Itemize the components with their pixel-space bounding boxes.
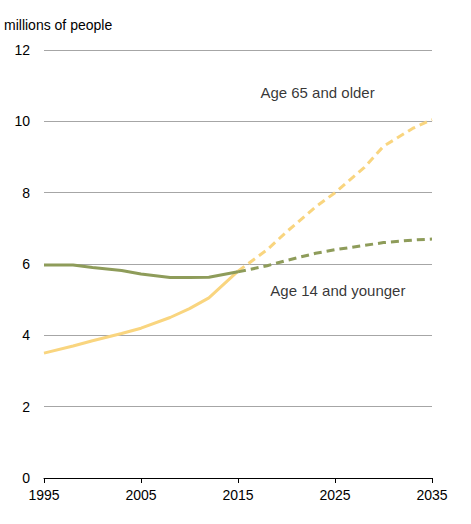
svg-text:2015: 2015	[222, 487, 253, 503]
svg-text:2: 2	[22, 399, 30, 415]
svg-text:8: 8	[22, 185, 30, 201]
svg-text:millions of people: millions of people	[4, 17, 112, 33]
svg-text:1995: 1995	[28, 487, 59, 503]
svg-text:2035: 2035	[416, 487, 447, 503]
svg-text:10: 10	[14, 113, 30, 129]
svg-text:2025: 2025	[319, 487, 350, 503]
svg-text:12: 12	[14, 42, 30, 58]
svg-text:4: 4	[22, 327, 30, 343]
svg-text:2005: 2005	[125, 487, 156, 503]
svg-text:6: 6	[22, 256, 30, 272]
svg-text:Age 14 and younger: Age 14 and younger	[270, 282, 405, 299]
svg-text:0: 0	[22, 470, 30, 486]
svg-text:Age 65 and older: Age 65 and older	[260, 84, 374, 101]
